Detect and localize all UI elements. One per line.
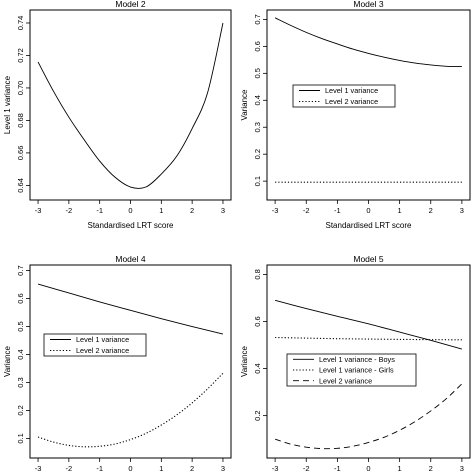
y-tick-label: 0.7 <box>253 14 262 24</box>
y-tick-label: 0.7 <box>16 265 25 275</box>
y-tick-label: 0.2 <box>253 149 262 159</box>
x-tick-label: 3 <box>460 464 464 473</box>
legend-label: Level 1 variance <box>76 335 129 344</box>
y-axis-label: Level 1 variance <box>3 75 12 134</box>
y-tick-label: 0.72 <box>16 48 25 63</box>
x-tick-label: -3 <box>35 464 42 473</box>
legend-label: Level 1 variance - Girls <box>319 366 394 375</box>
x-tick-label: -3 <box>272 464 279 473</box>
series-line-1 <box>37 22 224 189</box>
y-tick-label: 0.1 <box>16 433 25 443</box>
y-tick-label: 0.66 <box>16 146 25 161</box>
x-tick-label: 1 <box>159 464 163 473</box>
chart-title: Model 2 <box>115 0 146 9</box>
x-tick-label: 0 <box>366 464 370 473</box>
x-tick-label: 2 <box>190 464 194 473</box>
legend-label: Level 2 variance <box>325 97 378 106</box>
y-tick-label: 0.8 <box>253 269 262 279</box>
x-tick-label: -3 <box>272 206 279 215</box>
x-tick-label: -3 <box>35 206 42 215</box>
panel-1: Model 2 -3 -2 -1 0 1 2 3 Standardised LRT score 0… <box>3 0 232 230</box>
legend: Level 1 variance Level 2 variance <box>292 84 396 108</box>
series-line-1 <box>37 283 224 335</box>
x-tick-label: 1 <box>398 206 402 215</box>
series-line-1 <box>275 299 463 350</box>
y-tick-label: 0.3 <box>16 377 25 387</box>
x-tick-label: -1 <box>96 206 103 215</box>
x-tick-label: -2 <box>66 206 73 215</box>
x-tick-label: 3 <box>221 464 225 473</box>
y-tick-label: 0.2 <box>253 410 262 420</box>
series-line-1 <box>274 17 462 68</box>
y-tick-label: 0.64 <box>16 178 25 193</box>
x-tick-label: 0 <box>128 464 132 473</box>
x-tick-label: -1 <box>334 206 341 215</box>
series-line-2 <box>275 336 462 341</box>
x-tick-label: 0 <box>128 206 132 215</box>
x-axis-label: Standardised LRT score <box>326 221 413 230</box>
plot-frame <box>29 9 232 201</box>
x-tick-label: 2 <box>429 206 433 215</box>
y-tick-label: 0.5 <box>16 321 25 331</box>
y-axis-label: Variance <box>3 345 12 377</box>
x-tick-label: 1 <box>398 464 402 473</box>
y-tick-label: 0.70 <box>16 81 25 96</box>
x-tick-label: -2 <box>303 206 310 215</box>
y-tick-label: 0.1 <box>253 176 262 186</box>
x-tick-label: 2 <box>190 206 194 215</box>
y-tick-label: 0.3 <box>253 122 262 132</box>
chart-title: Model 5 <box>353 254 384 264</box>
y-tick-label: 0.74 <box>16 16 25 31</box>
legend: Level 1 variance Level 2 variance <box>43 333 147 357</box>
series-line-2 <box>37 372 224 448</box>
x-axis-label: Standardised LRT score <box>88 221 175 230</box>
y-tick-label: 0.2 <box>16 405 25 415</box>
x-tick-label: 3 <box>460 206 464 215</box>
x-tick-label: -1 <box>96 464 103 473</box>
x-tick-label: 1 <box>159 206 163 215</box>
legend: Level 1 variance - Boys Level 1 variance … <box>286 353 417 387</box>
series-line-3 <box>274 383 463 450</box>
y-axis-label: Variance <box>240 345 249 377</box>
y-tick-label: 0.68 <box>16 113 25 128</box>
x-tick-label: 2 <box>429 464 433 473</box>
x-tick-label: 0 <box>366 206 370 215</box>
x-tick-label: -2 <box>66 464 73 473</box>
x-tick-label: -2 <box>303 464 310 473</box>
y-tick-label: 0.4 <box>253 363 262 373</box>
legend-label: Level 2 variance <box>76 346 129 355</box>
chart-title: Model 3 <box>353 0 384 9</box>
plot-frame <box>29 264 232 459</box>
y-tick-label: 0.6 <box>16 293 25 303</box>
chart-title: Model 4 <box>115 254 146 264</box>
y-tick-label: 0.6 <box>253 316 262 326</box>
legend-label: Level 1 variance <box>325 86 378 95</box>
legend-label: Level 2 variance <box>319 376 372 385</box>
x-tick-label: 3 <box>221 206 225 215</box>
y-tick-label: 0.4 <box>16 349 25 359</box>
y-tick-label: 0.5 <box>253 68 262 78</box>
y-tick-label: 0.4 <box>253 95 262 105</box>
panel-2: Model 3 -3 -2 -1 0 1 2 3 Standardised LRT score 0… <box>240 0 471 230</box>
y-tick-label: 0.6 <box>253 41 262 51</box>
y-axis-label: Variance <box>240 89 249 121</box>
x-tick-label: -1 <box>334 464 341 473</box>
legend-label: Level 1 variance - Boys <box>319 355 395 364</box>
